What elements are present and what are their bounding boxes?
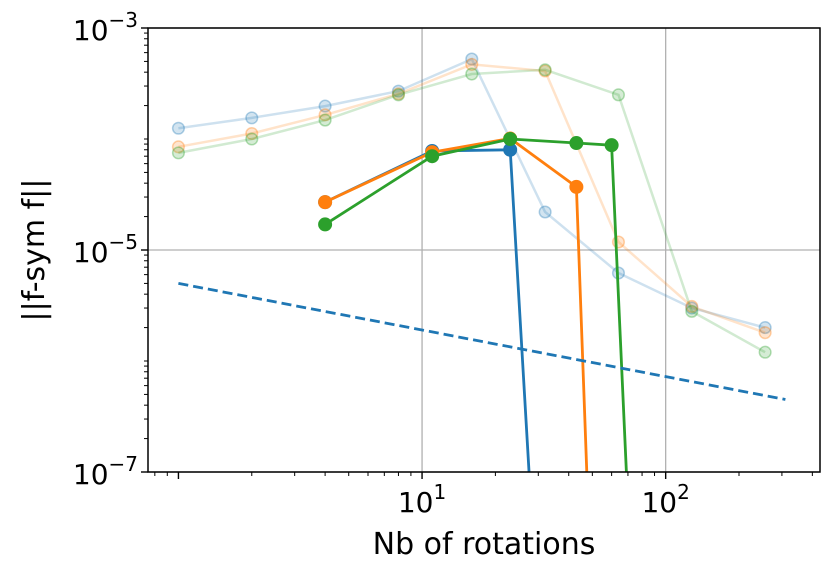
- x-tick-label: 102: [641, 480, 689, 519]
- data-point-orange-faint: [758, 326, 772, 340]
- data-point-blue-faint: [465, 52, 479, 66]
- data-point-orange-faint: [538, 64, 552, 78]
- data-point-blue-faint: [391, 84, 405, 98]
- tick-labels: 101 102 10−7 10−5 10−3: [73, 8, 690, 519]
- x-axis-label: Nb of rotations: [373, 527, 596, 562]
- series-line-green-faint: [178, 68, 766, 354]
- data-point-green-faint: [318, 113, 332, 127]
- series-line-blue-faint: [178, 57, 766, 329]
- data-point-green-faint: [685, 304, 699, 318]
- series-layer: [171, 52, 786, 472]
- data-point-green: [569, 136, 584, 151]
- data-point-orange-faint: [171, 140, 185, 154]
- data-point-green: [503, 132, 518, 146]
- data-point-blue-faint: [538, 205, 552, 219]
- data-point-blue-faint: [685, 301, 699, 315]
- data-point-blue-faint: [171, 121, 185, 135]
- data-point-green-faint: [391, 88, 405, 102]
- data-point-green: [604, 138, 619, 153]
- y-tick-label: 10−3: [73, 8, 138, 47]
- data-point-orange: [318, 195, 333, 210]
- data-point-blue-faint: [245, 111, 259, 125]
- data-point-orange-faint: [685, 299, 699, 314]
- data-point-orange-faint: [245, 126, 259, 141]
- y-tick-label: 10−7: [73, 452, 138, 491]
- data-point-green-faint: [171, 146, 185, 160]
- data-point-green-faint: [245, 132, 259, 146]
- x-tick-label: 101: [398, 480, 446, 519]
- data-point-orange-faint: [318, 108, 332, 122]
- data-point-orange-faint: [391, 87, 405, 101]
- data-point-green-faint: [465, 67, 479, 81]
- data-point-blue-faint: [318, 99, 332, 113]
- tick-marks: [141, 27, 813, 479]
- reference-line: [178, 282, 786, 401]
- data-point-orange-faint: [465, 57, 479, 71]
- data-point-orange: [569, 179, 584, 194]
- data-point-blue-faint: [758, 321, 772, 335]
- y-tick-label: 10−5: [73, 230, 138, 269]
- data-point-green-faint: [611, 88, 626, 102]
- data-point-green-faint: [538, 63, 552, 77]
- data-point-green-faint: [758, 345, 772, 359]
- series-line-orange-faint: [178, 63, 766, 334]
- series-line-green: [324, 137, 628, 472]
- data-point-green: [318, 217, 333, 232]
- y-axis-label: ||f-sym f||: [17, 179, 52, 322]
- data-point-green: [425, 149, 440, 164]
